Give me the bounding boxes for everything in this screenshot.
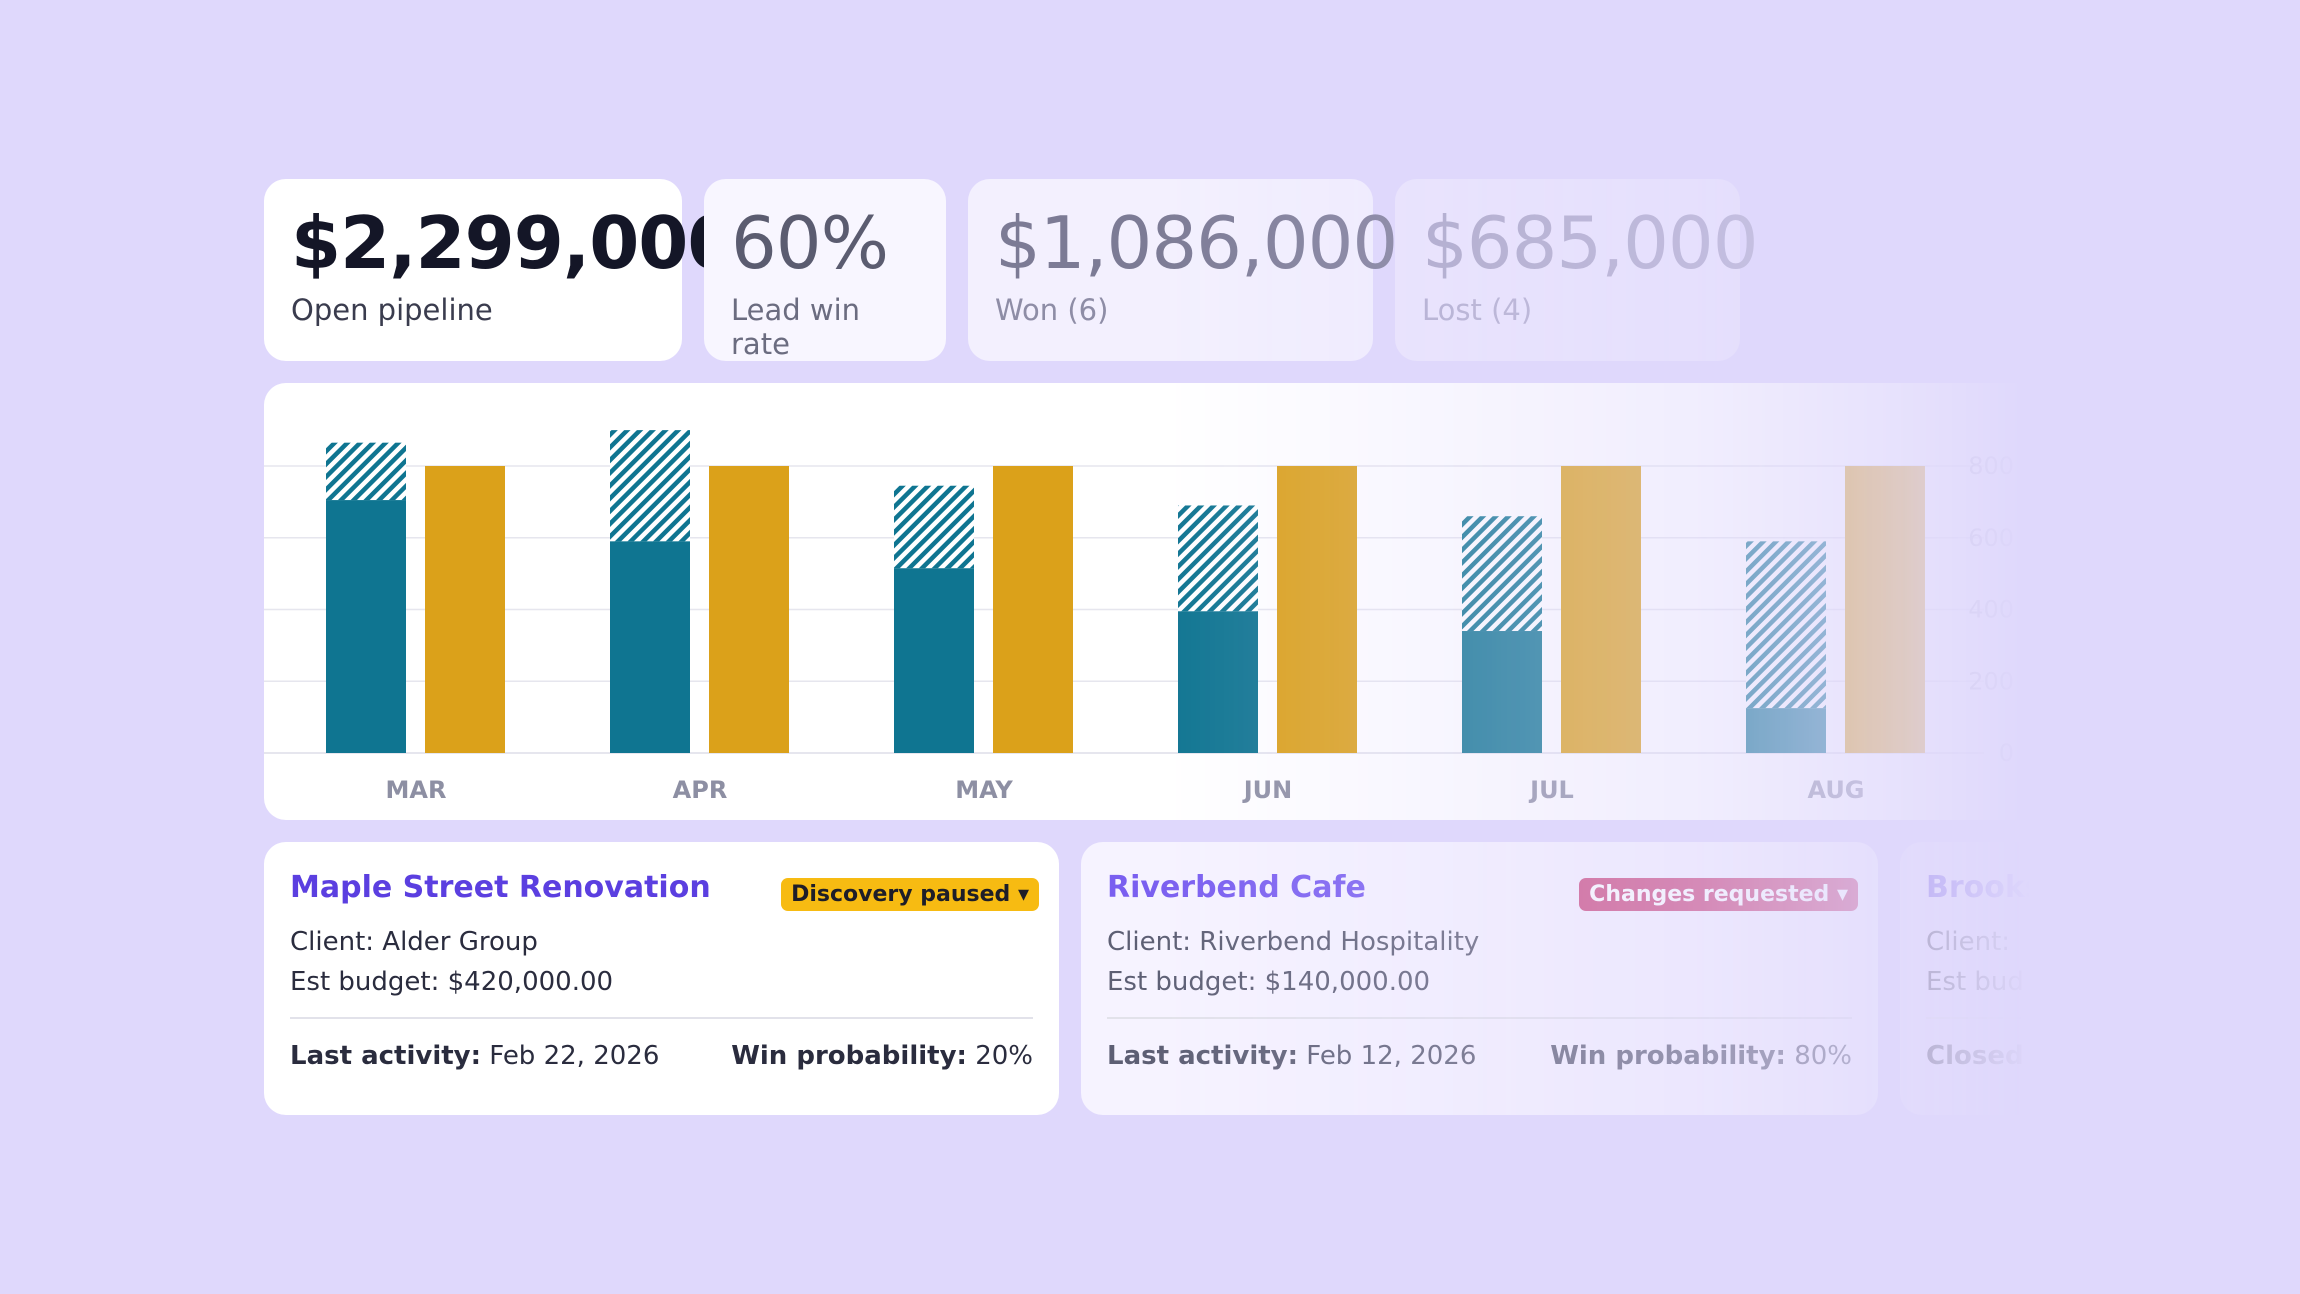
bar-pipeline	[1462, 516, 1542, 632]
x-tick-label: JUL	[1528, 776, 1574, 804]
budget-label: Est budget:	[290, 967, 440, 997]
client-line: Client:	[1926, 927, 2274, 957]
client-label: Client:	[1926, 927, 2011, 957]
budget-line: Est budget: $140,000.00	[1107, 967, 1852, 997]
bar-target	[1845, 466, 1925, 753]
stat-label: Lost (4)	[1422, 293, 1533, 327]
probability-value: 20%	[975, 1041, 1033, 1071]
stat-open-pipeline: $2,299,000 Open pipeline	[264, 179, 737, 361]
stat-value: $2,299,000	[291, 201, 737, 285]
x-tick-label: MAY	[955, 776, 1013, 804]
bar-won	[1462, 631, 1542, 753]
y-tick-label: 0	[1999, 739, 2014, 767]
deal-title[interactable]: Maple Street Renovation	[290, 870, 711, 905]
x-tick-label: MAR	[386, 776, 447, 804]
probability-label: Win probability:	[731, 1041, 967, 1071]
stat-label: Open pipeline	[291, 293, 493, 327]
divider	[290, 1017, 1033, 1019]
budget-label: Est bud	[1926, 967, 2024, 997]
divider	[1926, 1017, 2274, 1019]
budget-label: Est budget:	[1107, 967, 1257, 997]
bar-pipeline	[894, 485, 974, 569]
client-line: Client: Riverbend Hospitality	[1107, 927, 1852, 957]
stat-won: $1,086,000 Won (6)	[968, 179, 1398, 361]
budget-line: Est bud	[1926, 967, 2274, 997]
deal-footer: Last activity: Feb 12, 2026 Win probabili…	[1107, 1041, 1852, 1071]
bar-won	[1178, 611, 1258, 753]
activity-label: Last activity:	[1107, 1041, 1299, 1071]
bar-pipeline	[610, 430, 690, 542]
x-tick-label: APR	[673, 776, 728, 804]
bar-won	[326, 500, 406, 753]
client-label: Client:	[1107, 927, 1192, 957]
stat-lost: $685,000 Lost (4)	[1395, 179, 1759, 361]
chart-svg: 0 200 400 600 800 MAR APR MAY JUN JUL AUG	[264, 430, 2014, 804]
bar-target	[1277, 466, 1357, 753]
deal-footer: Last activity: Feb 22, 2026 Win probabili…	[290, 1041, 1033, 1071]
activity-label: Last activity:	[290, 1041, 482, 1071]
bar-pipeline	[1746, 541, 1826, 709]
bar-pipeline	[1178, 505, 1258, 612]
bar-target	[425, 466, 505, 753]
client-value: Riverbend Hospitality	[1199, 927, 1480, 957]
client-label: Client:	[290, 927, 375, 957]
stat-value: $685,000	[1422, 201, 1759, 285]
activity-value: Feb 12, 2026	[1306, 1041, 1477, 1071]
activity-value: Feb 22, 2026	[489, 1041, 660, 1071]
deal-title[interactable]: Riverbend Cafe	[1107, 870, 1366, 905]
y-tick-label: 200	[1968, 667, 2014, 695]
activity-label: Closed	[1926, 1041, 2024, 1071]
stat-value: $1,086,000	[995, 201, 1398, 285]
budget-value: $140,000.00	[1264, 967, 1431, 997]
deal-footer: Closed	[1926, 1041, 2274, 1071]
y-tick-label: 400	[1968, 596, 2014, 624]
pipeline-chart: 0 200 400 600 800 MAR APR MAY JUN JUL AUG	[264, 383, 2044, 820]
status-dropdown[interactable]: Discovery paused ▾	[781, 878, 1039, 911]
probability-label: Win probability:	[1550, 1041, 1786, 1071]
deal-title[interactable]: Brooks	[1926, 870, 2043, 905]
client-value: Alder Group	[382, 927, 538, 957]
stat-label: Won (6)	[995, 293, 1109, 327]
deal-card[interactable]: Riverbend Cafe Changes requested ▾ Client:…	[1081, 842, 1878, 1115]
deal-card[interactable]: Maple Street Renovation Discovery paused …	[264, 842, 1059, 1115]
y-tick-label: 800	[1968, 452, 2014, 480]
bar-won	[610, 541, 690, 753]
budget-value: $420,000.00	[447, 967, 614, 997]
x-tick-label: AUG	[1807, 776, 1864, 804]
bar-target	[709, 466, 789, 753]
stat-lead-win-rate: 60% Lead win rate	[704, 179, 946, 361]
y-tick-label: 600	[1968, 524, 2014, 552]
budget-line: Est budget: $420,000.00	[290, 967, 1033, 997]
bar-target	[1561, 466, 1641, 753]
bar-won	[894, 568, 974, 753]
stat-value: 60%	[731, 201, 889, 285]
bar-pipeline	[326, 442, 406, 501]
bar-won	[1746, 708, 1826, 753]
divider	[1107, 1017, 1852, 1019]
probability-value: 80%	[1794, 1041, 1852, 1071]
stat-label: Lead win rate	[731, 293, 861, 361]
client-line: Client: Alder Group	[290, 927, 1033, 957]
x-tick-label: JUN	[1242, 776, 1293, 804]
bar-target	[993, 466, 1073, 753]
status-dropdown[interactable]: Changes requested ▾	[1579, 878, 1858, 911]
deal-card[interactable]: Brooks Client: Est bud Closed	[1900, 842, 2300, 1115]
